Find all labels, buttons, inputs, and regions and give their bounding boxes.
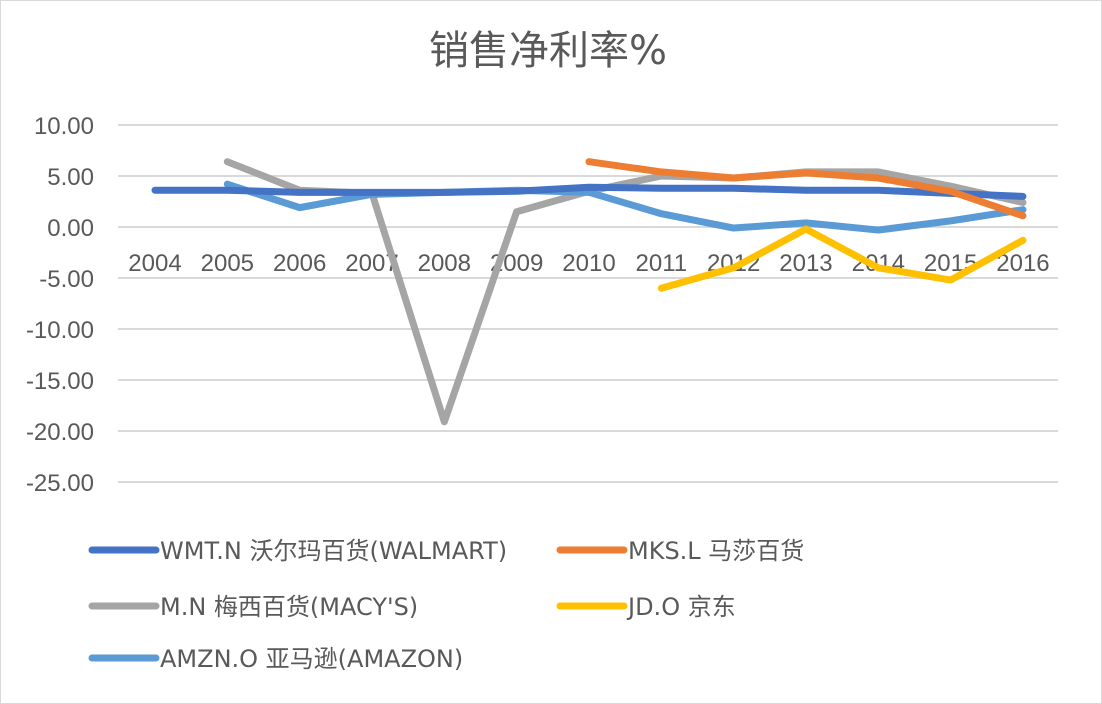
x-tick-label: 2013 [779, 250, 832, 277]
y-tick-label: 5.00 [47, 164, 94, 191]
legend: WMT.N 沃尔玛百货(WALMART) MKS.L 马莎百货 M.N 梅西百货(M… [88, 537, 804, 673]
y-tick-label: -20.00 [26, 419, 94, 446]
legend-label: JD.O 京东 [626, 593, 736, 621]
x-tick-label: 2008 [418, 250, 471, 277]
legend-label: AMZN.O 亚马逊(AMAZON) [160, 645, 463, 673]
legend-label: WMT.N 沃尔玛百货(WALMART) [160, 537, 507, 565]
series-line-3 [657, 225, 1027, 292]
x-tick-label: 2011 [636, 250, 688, 277]
x-tick-label: 2006 [273, 250, 326, 277]
y-tick-label: -5.00 [39, 266, 94, 293]
y-tick-label: -25.00 [26, 470, 94, 497]
chart-title: 销售净利率% [429, 28, 667, 74]
series-line-0 [151, 183, 1027, 200]
y-tick-label: -15.00 [26, 368, 94, 395]
legend-label: M.N 梅西百货(MACY'S) [160, 593, 418, 621]
x-tick-label: 2005 [201, 250, 254, 277]
x-tick-label: 2016 [996, 250, 1049, 277]
x-tick-label: 2004 [128, 250, 181, 277]
legend-label: MKS.L 马莎百货 [628, 537, 804, 565]
series-line-1 [585, 158, 1027, 220]
y-tick-label: 10.00 [34, 113, 94, 140]
series-line-4 [223, 180, 1027, 234]
y-axis-ticks: 10.00 5.00 0.00 -5.00 -10.00 -15.00 -20.00 -25.… [26, 113, 94, 497]
series-lines [151, 158, 1027, 426]
y-tick-label: 0.00 [47, 215, 94, 242]
y-tick-label: -10.00 [26, 317, 94, 344]
x-tick-label: 2010 [562, 250, 615, 277]
